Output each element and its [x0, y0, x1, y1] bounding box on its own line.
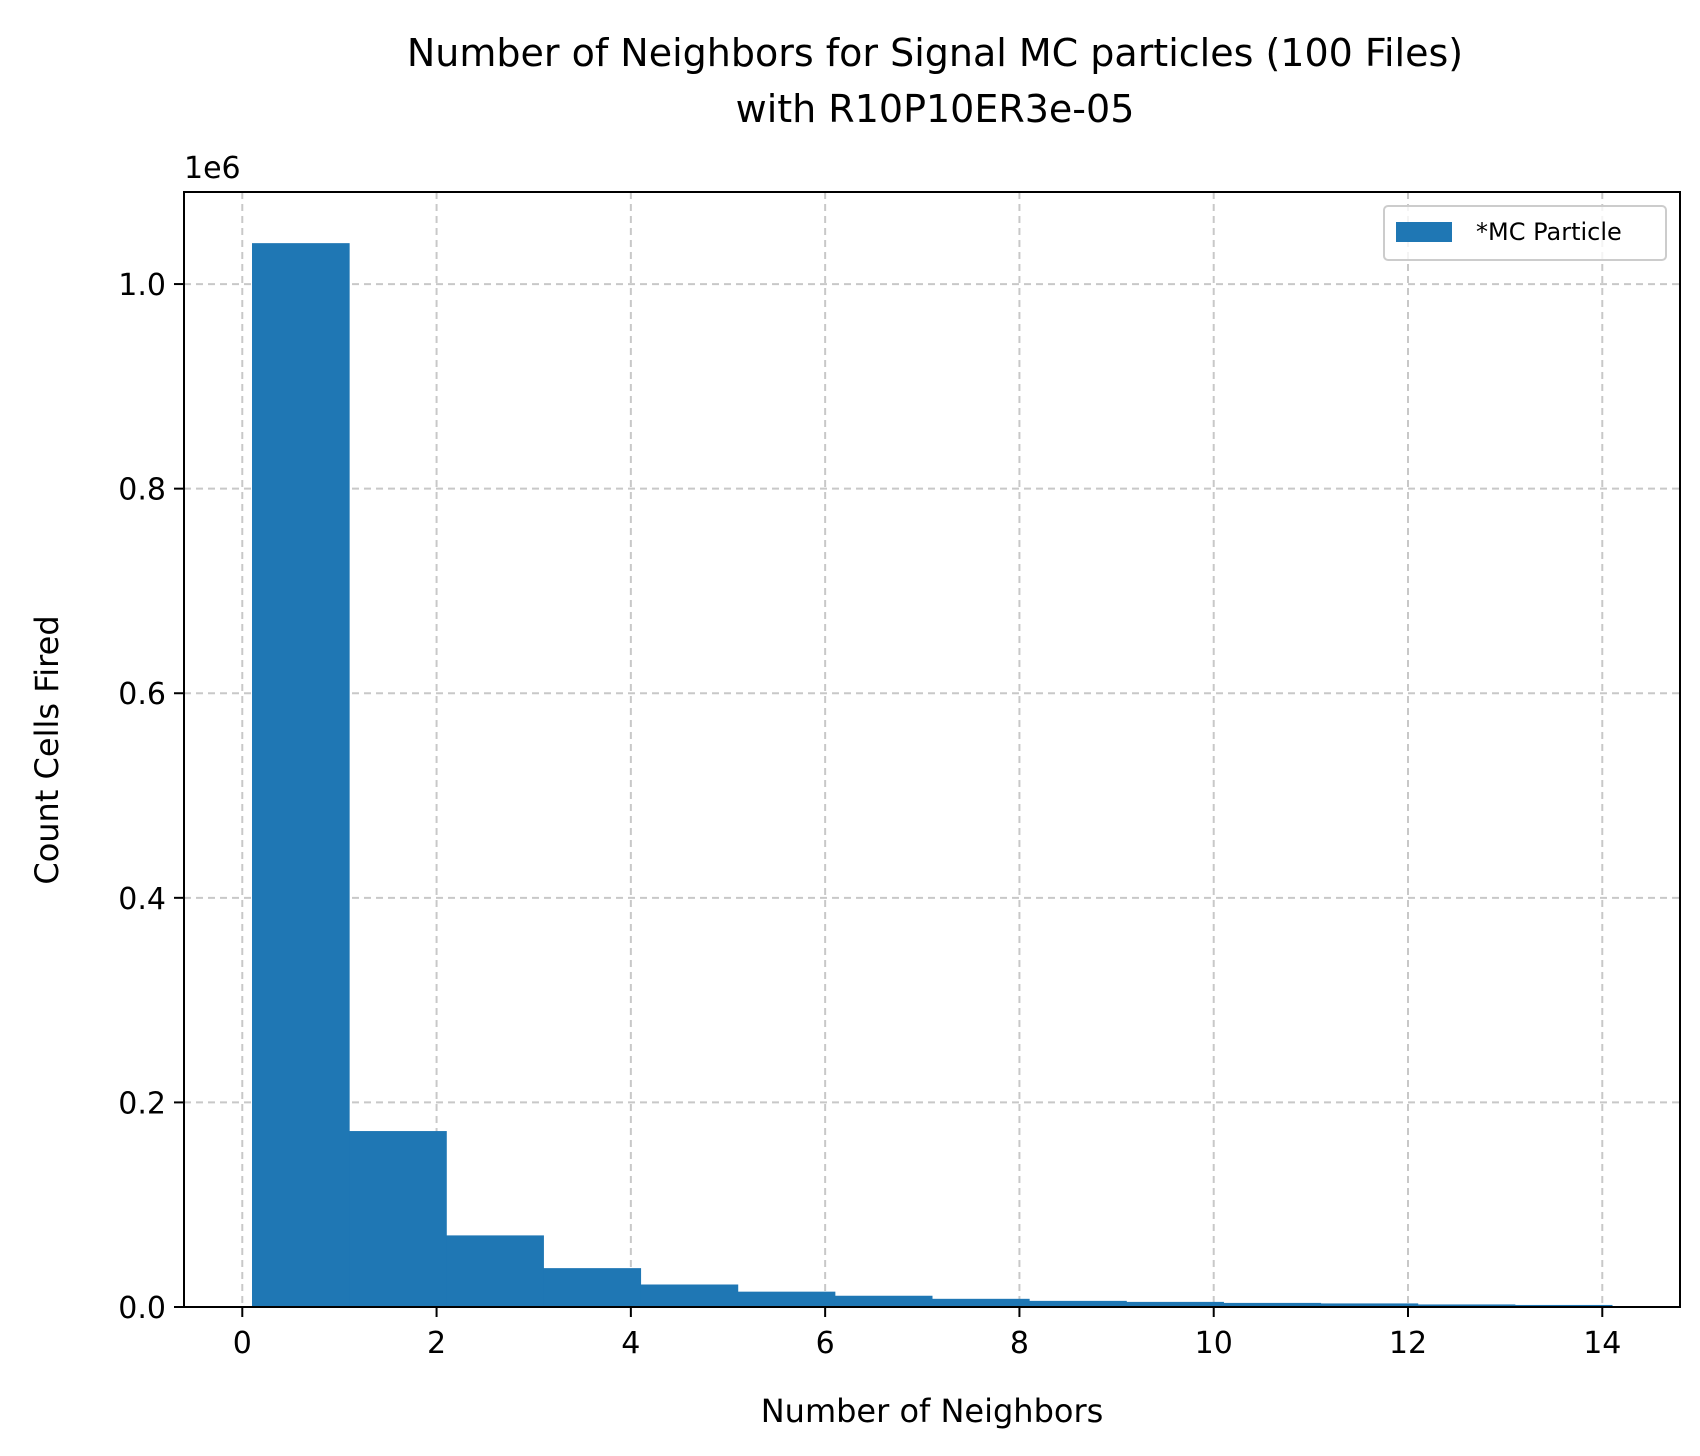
histogram-bar — [737, 1291, 836, 1307]
y-tick-label: 0.4 — [118, 882, 166, 917]
x-tick-label: 4 — [621, 1326, 640, 1361]
histogram-bar — [252, 243, 350, 1308]
x-tick-label: 8 — [1010, 1326, 1029, 1361]
histogram-bar — [1417, 1304, 1516, 1307]
x-axis-ticks: 0 2 4 6 8 10 12 14 — [233, 1307, 1621, 1361]
y-tick-label: 0.2 — [118, 1086, 166, 1121]
x-tick-label: 12 — [1389, 1326, 1427, 1361]
legend: *MC Particle — [1383, 205, 1667, 261]
histogram-bars — [252, 243, 1613, 1308]
y-axis-ticks: 0.0 0.2 0.4 0.6 0.8 1.0 — [118, 268, 184, 1326]
histogram-bar — [1126, 1301, 1224, 1307]
histogram-bar — [1320, 1303, 1419, 1307]
x-tick-label: 6 — [816, 1326, 835, 1361]
legend-box — [1383, 205, 1667, 261]
histogram-bar — [1029, 1300, 1127, 1307]
histogram-bar — [543, 1268, 642, 1307]
histogram-bar — [640, 1284, 739, 1307]
histogram-bar — [349, 1131, 447, 1307]
chart-title-line1: Number of Neighbors for Signal MC partic… — [407, 31, 1463, 75]
x-tick-label: 2 — [427, 1326, 446, 1361]
histogram-bar — [446, 1235, 544, 1307]
y-tick-label: 0.8 — [118, 473, 166, 508]
legend-label: *MC Particle — [1476, 218, 1622, 246]
y-tick-label: 0.6 — [118, 677, 166, 712]
chart-title-line2: with R10P10ER3e-05 — [736, 87, 1135, 131]
plot-frame — [183, 191, 1681, 1308]
x-axis-label: Number of Neighbors — [761, 1392, 1104, 1430]
plot-area — [184, 192, 1680, 1307]
legend-swatch — [1396, 222, 1452, 242]
y-offset-text: 1e6 — [184, 151, 241, 186]
x-tick-label: 0 — [233, 1326, 252, 1361]
y-tick-label: 1.0 — [118, 268, 166, 303]
y-axis-label: Count Cells Fired — [28, 615, 66, 884]
histogram-bar — [932, 1298, 1030, 1307]
histogram-bar — [834, 1295, 933, 1307]
histogram-bar — [1514, 1304, 1613, 1307]
histogram-bar — [1223, 1302, 1322, 1307]
x-tick-label: 10 — [1195, 1326, 1233, 1361]
y-tick-label: 0.0 — [118, 1291, 166, 1326]
x-tick-label: 14 — [1583, 1326, 1621, 1361]
